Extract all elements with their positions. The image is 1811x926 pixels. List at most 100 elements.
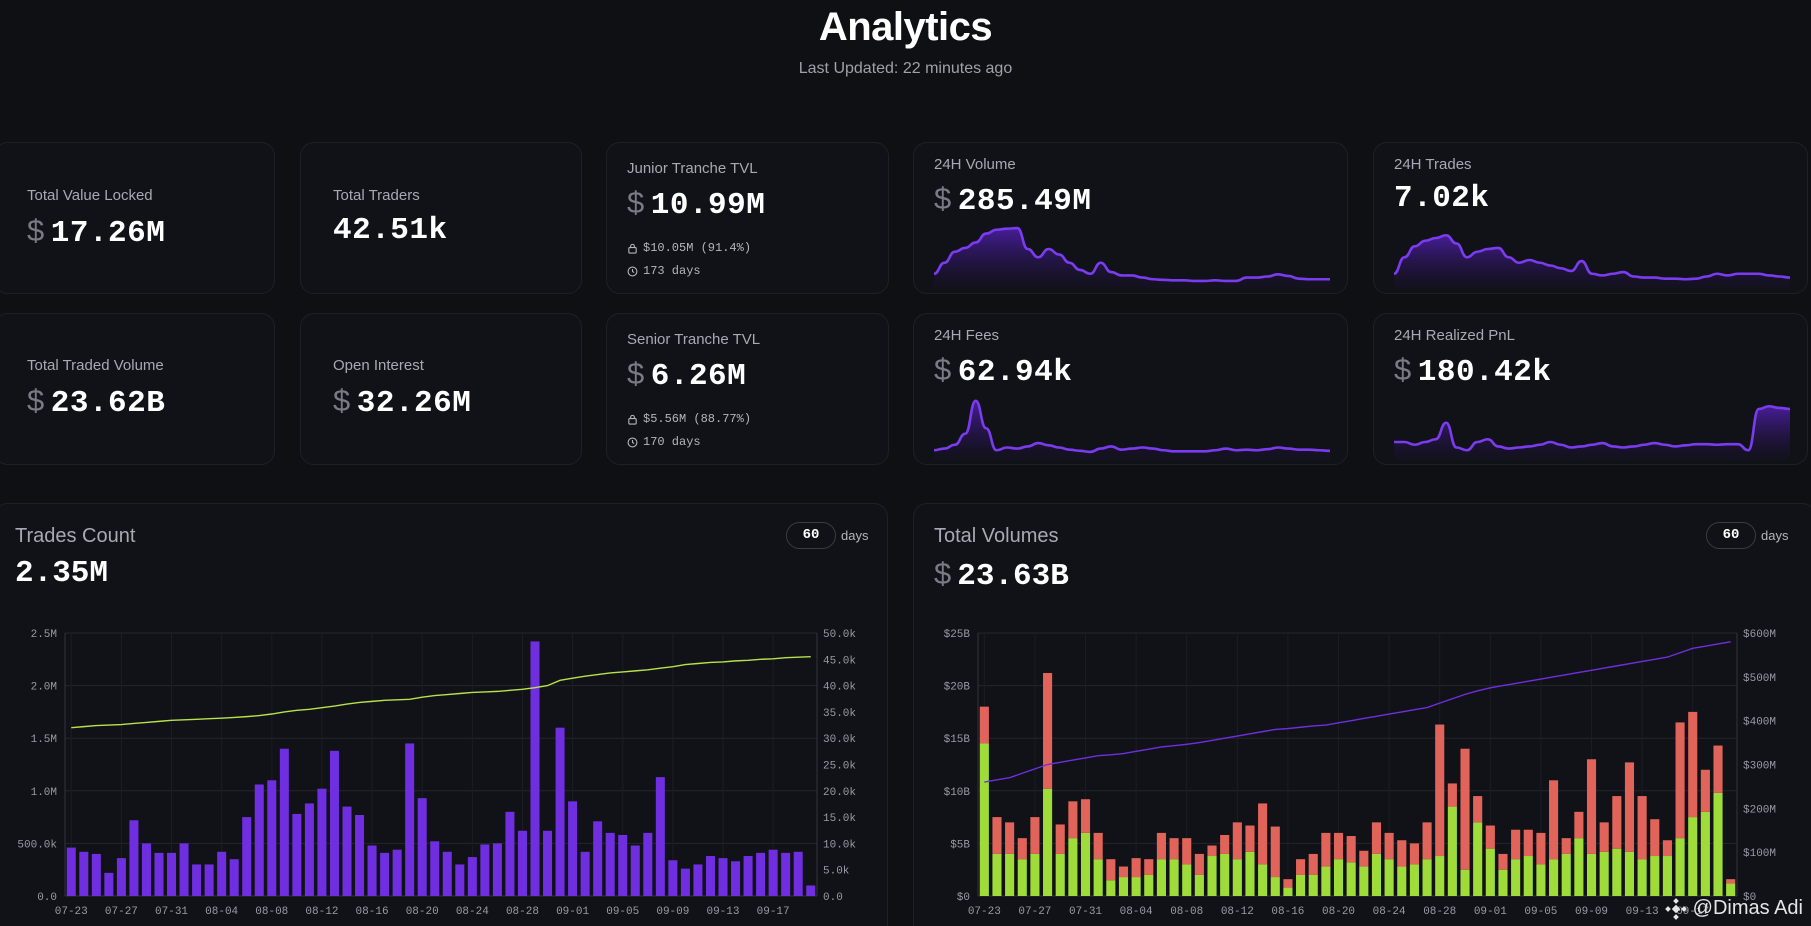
bar: [167, 852, 177, 896]
bar: [1270, 877, 1280, 896]
tvl-card: Total Value Locked $17.26M: [0, 142, 275, 294]
bar: [1106, 880, 1116, 896]
volumes-days-selector[interactable]: 60: [1706, 522, 1756, 549]
traded-volume-label: Total Traded Volume: [27, 357, 164, 374]
fees24-label: 24H Fees: [934, 327, 1000, 344]
bar: [1435, 724, 1445, 857]
bar: [1473, 796, 1483, 823]
volume24-amount: 285.49M: [957, 184, 1092, 219]
x-tick-label: 09-09: [1575, 906, 1608, 918]
bar: [1321, 866, 1331, 896]
bar: [91, 853, 101, 896]
bar: [1308, 874, 1318, 896]
bar: [1296, 874, 1306, 896]
sparkline-area: [934, 228, 1330, 290]
x-tick-label: 09-17: [757, 906, 790, 918]
y2-tick-label: $500M: [1743, 673, 1776, 685]
x-tick-label: 07-27: [105, 906, 138, 918]
series-line: [984, 641, 1731, 783]
bar: [1688, 817, 1698, 896]
total-volumes-value: $23.63B: [934, 556, 1069, 594]
bar: [1700, 811, 1710, 896]
bar: [267, 780, 277, 896]
tvl-amount: 17.26M: [50, 216, 166, 251]
bar: [1321, 832, 1331, 867]
y-tick-label: $10B: [944, 787, 971, 799]
lock-icon: [628, 243, 637, 254]
x-tick-label: 08-20: [406, 906, 439, 918]
trades-count-title: Trades Count: [15, 525, 136, 547]
senior-days: 170 days: [627, 435, 701, 449]
bar: [1333, 859, 1344, 896]
watermark: @Dimas Adi: [1664, 897, 1803, 920]
x-tick-label: 08-12: [1221, 906, 1254, 918]
bar: [317, 788, 327, 896]
bar: [505, 811, 515, 896]
bar: [1422, 859, 1432, 896]
bar: [1080, 832, 1091, 896]
total-volumes-amount: 23.63B: [957, 559, 1069, 594]
bar: [1106, 859, 1116, 881]
trades-days-selector[interactable]: 60: [786, 522, 836, 549]
dollar-icon: $: [27, 383, 45, 418]
open-interest-label: Open Interest: [333, 357, 424, 374]
bar: [530, 641, 540, 896]
bar: [1637, 796, 1647, 860]
junior-locked-text: $10.05M (91.4%): [643, 241, 752, 255]
x-tick-label: 07-23: [968, 906, 1001, 918]
volumes-days-unit: days: [1761, 528, 1789, 543]
senior-label: Senior Tranche TVL: [627, 331, 761, 348]
bar: [743, 856, 753, 896]
bar: [1498, 853, 1508, 870]
bar: [1055, 853, 1065, 896]
bar: [1283, 879, 1293, 888]
bar: [1270, 826, 1280, 878]
x-tick-label: 09-13: [706, 906, 739, 918]
bar: [1359, 850, 1369, 867]
trades24-sparkline: [1394, 233, 1790, 290]
lock-icon: [628, 414, 637, 425]
junior-tranche-card: Junior Tranche TVL $10.99M $10.05M (91.4…: [606, 142, 889, 294]
sparkline-line: [934, 399, 1330, 454]
y2-tick-label: 30.0k: [823, 734, 856, 746]
x-tick-label: 08-04: [1120, 906, 1153, 918]
bar: [66, 847, 76, 896]
pnl24-card: 24H Realized PnL $180.42k: [1373, 313, 1808, 465]
bar: [1612, 848, 1622, 896]
bar: [1093, 859, 1103, 896]
bar: [141, 843, 151, 896]
bar: [1650, 819, 1660, 857]
grid-lines: [65, 632, 817, 897]
bar: [655, 777, 665, 896]
bar: [1346, 862, 1356, 896]
x-tick-label: 09-01: [556, 906, 589, 918]
bar: [1713, 745, 1723, 793]
open-interest-card: Open Interest $32.26M: [300, 313, 582, 465]
bar: [1371, 822, 1382, 854]
bar: [1156, 832, 1166, 860]
bar: [793, 851, 803, 896]
x-tick-label: 07-31: [155, 906, 188, 918]
x-tick-label: 09-01: [1474, 906, 1507, 918]
bar: [1561, 838, 1571, 854]
bar: [593, 821, 603, 896]
traders-label: Total Traders: [333, 187, 420, 204]
bar: [116, 858, 126, 896]
fees24-amount: 62.94k: [957, 355, 1073, 390]
bar: [1333, 832, 1344, 860]
x-tick-label: 08-08: [1170, 906, 1203, 918]
bar: [1460, 748, 1470, 870]
y2-tick-label: 20.0k: [823, 787, 856, 799]
y2-tick-label: 5.0k: [823, 866, 850, 878]
dollar-icon: $: [627, 356, 645, 391]
bar: [129, 820, 139, 896]
grid-lines: [978, 632, 1737, 897]
bar: [342, 806, 352, 896]
bar: [1460, 869, 1470, 896]
x-tick-label: 09-05: [606, 906, 639, 918]
bar: [392, 849, 402, 896]
bar: [580, 851, 590, 896]
junior-days: 173 days: [627, 264, 701, 278]
bar: [1118, 877, 1129, 896]
bar: [1144, 859, 1154, 875]
